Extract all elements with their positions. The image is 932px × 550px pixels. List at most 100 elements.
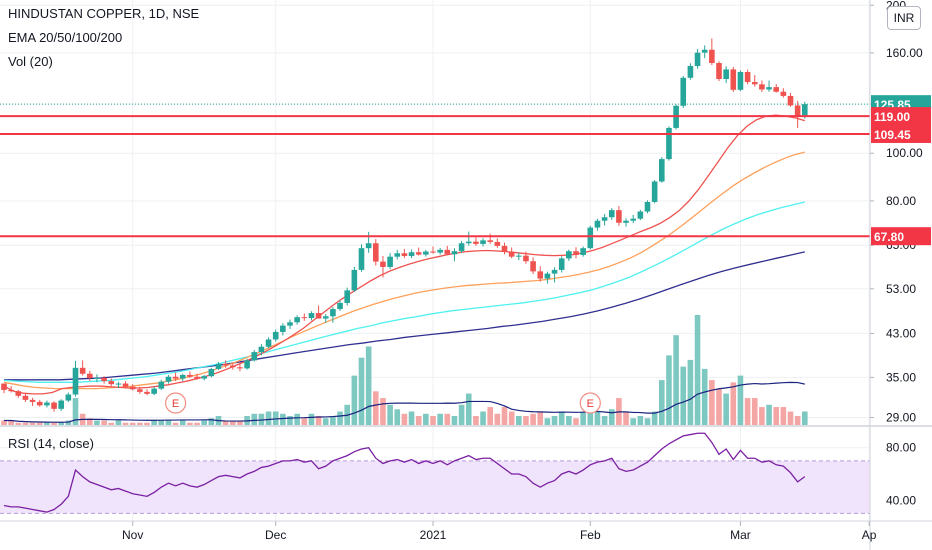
y-tick-label: 43.00 [886, 326, 916, 340]
level-price-label-box [871, 227, 931, 246]
candle-body [265, 339, 272, 347]
ema100-line [3, 201, 805, 383]
candle-body [222, 363, 229, 366]
candle-body [415, 252, 422, 255]
volume-bar [408, 411, 415, 425]
candle-body [659, 159, 665, 182]
volume-bar [394, 409, 401, 425]
candle-body [594, 220, 601, 228]
volume-bar [36, 422, 43, 425]
volume-bar [544, 418, 551, 425]
candle-body [201, 376, 207, 379]
candlestick-series [1, 38, 808, 412]
volume-bar [437, 413, 443, 425]
candle-body [272, 331, 279, 340]
volume-bar [580, 411, 586, 425]
candle-body [22, 395, 29, 400]
candle-body [766, 87, 772, 90]
candle-body [108, 381, 115, 385]
ema-lines [3, 114, 805, 395]
ema-legend[interactable]: EMA 20/50/100/200 [8, 30, 123, 45]
volume-bar [65, 420, 72, 425]
volume-bar [294, 413, 300, 425]
volume-bar [730, 382, 737, 425]
volume-bar [108, 422, 115, 425]
y-tick-label: 29.00 [886, 411, 916, 425]
volume-bar [401, 413, 408, 425]
volume-bar [387, 404, 393, 425]
rsi-legend[interactable]: RSI (14, close) [8, 436, 94, 451]
volume-bar [194, 422, 200, 425]
candle-body [630, 218, 636, 221]
candle-body [79, 367, 86, 374]
volume-bar [508, 411, 515, 425]
candle-body [508, 251, 515, 257]
volume-bar [22, 422, 29, 425]
volume-bar [637, 416, 644, 425]
volume-bar [330, 416, 336, 425]
candle-body [644, 201, 651, 212]
candle-body [373, 243, 379, 262]
candle-body [501, 245, 508, 252]
volume-bar [716, 389, 722, 425]
volume-ma-line [4, 381, 805, 423]
volume-bar [8, 420, 14, 425]
volume-bar [594, 411, 601, 425]
volume-bar [322, 418, 329, 425]
candle-body [165, 376, 172, 382]
volume-bar [337, 411, 343, 425]
candle-body [608, 210, 615, 218]
candle-body [401, 253, 408, 256]
symbol-title[interactable]: HINDUSTAN COPPER, 1D, NSE [8, 6, 200, 21]
candle-body [516, 255, 522, 257]
candle-body [44, 402, 50, 406]
candle-body [87, 373, 93, 378]
candle-body [473, 241, 479, 244]
candle-body [423, 251, 429, 255]
candle-body [730, 69, 737, 90]
volume-bar [1, 420, 7, 425]
candle-body [258, 346, 265, 353]
price-levels[interactable] [0, 115, 870, 238]
level-price-label: 109.45 [874, 128, 911, 142]
candle-body [308, 313, 315, 319]
currency-button[interactable]: INR [887, 6, 921, 30]
volume-bar [780, 407, 787, 425]
volume-bar [587, 402, 594, 425]
volume-bar [673, 335, 679, 425]
volume-bar [165, 420, 172, 425]
volume-bar [487, 407, 493, 425]
ema20-line [3, 114, 805, 395]
volume-bar [315, 416, 322, 425]
volume-bar [766, 404, 772, 425]
candle-body [680, 77, 687, 106]
volume-legend[interactable]: Vol (20) [8, 54, 53, 69]
volume-bar [480, 411, 486, 425]
candle-body [151, 388, 157, 394]
volume-bar [659, 380, 665, 425]
candle-body [759, 84, 765, 90]
candle-body [65, 394, 72, 401]
candle-body [51, 402, 57, 409]
candle-body [573, 251, 579, 255]
volume-bar [94, 420, 100, 425]
candle-body [15, 391, 22, 396]
candle-body [358, 248, 365, 270]
candle-body [94, 377, 100, 379]
candle-body [244, 360, 250, 369]
candle-body [72, 367, 79, 395]
x-tick-label: Mar [730, 528, 751, 542]
rsi-tick-label: 40.00 [886, 493, 916, 507]
volume-bar [258, 413, 265, 425]
volume-bar [666, 355, 672, 425]
candle-body [330, 309, 336, 317]
candle-body [344, 290, 350, 303]
candle-body [365, 243, 372, 249]
rsi-band [0, 460, 870, 514]
volume-bar [308, 413, 315, 425]
volume-bar [265, 411, 272, 425]
volume-bar [473, 416, 479, 425]
candle-body [380, 261, 386, 267]
volume-bar [415, 416, 422, 425]
